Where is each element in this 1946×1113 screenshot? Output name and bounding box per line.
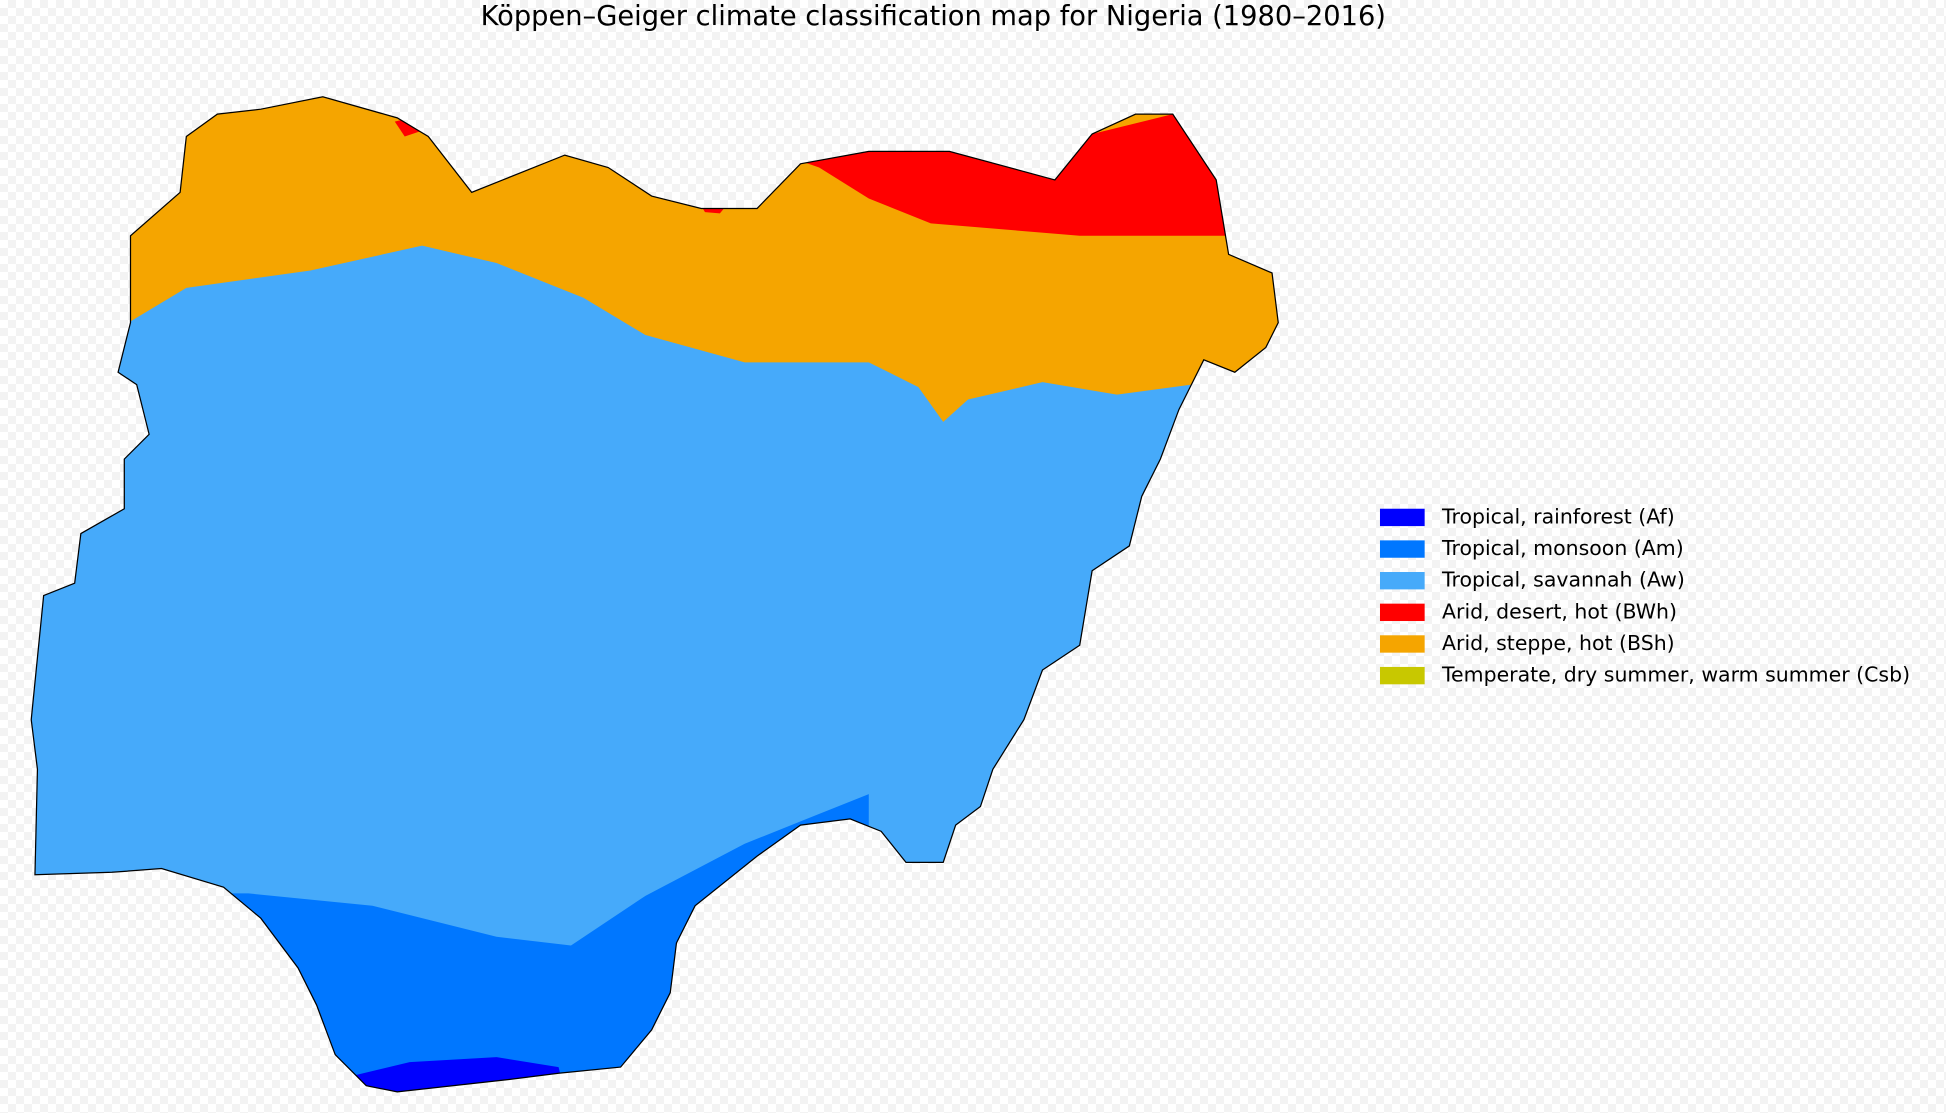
legend-label: Tropical, rainforest (Af) (1441, 504, 1675, 528)
country-border (30, 96, 1279, 1093)
legend-swatch (1379, 508, 1425, 527)
legend-swatch (1379, 635, 1425, 653)
legend-swatch (1379, 603, 1425, 622)
legend-swatch (1379, 572, 1425, 590)
legend-swatch (1379, 666, 1425, 685)
map-title: Köppen–Geiger climate classification map… (481, 1, 1386, 32)
legend: Tropical, rainforest (Af) Tropical, monso… (1379, 504, 1910, 687)
legend-label: Arid, steppe, hot (BSh) (1442, 631, 1675, 655)
legend-label: Temperate, dry summer, warm summer (Csb) (1441, 663, 1910, 687)
desert-region (794, 114, 1229, 236)
legend-swatch (1379, 540, 1425, 558)
legend-label: Tropical, savannah (Aw) (1441, 568, 1685, 592)
map-regions (31, 96, 1279, 1092)
legend-label: Tropical, monsoon (Am) (1441, 536, 1684, 560)
legend-label: Arid, desert, hot (BWh) (1442, 599, 1677, 623)
desert-spot (394, 117, 420, 137)
